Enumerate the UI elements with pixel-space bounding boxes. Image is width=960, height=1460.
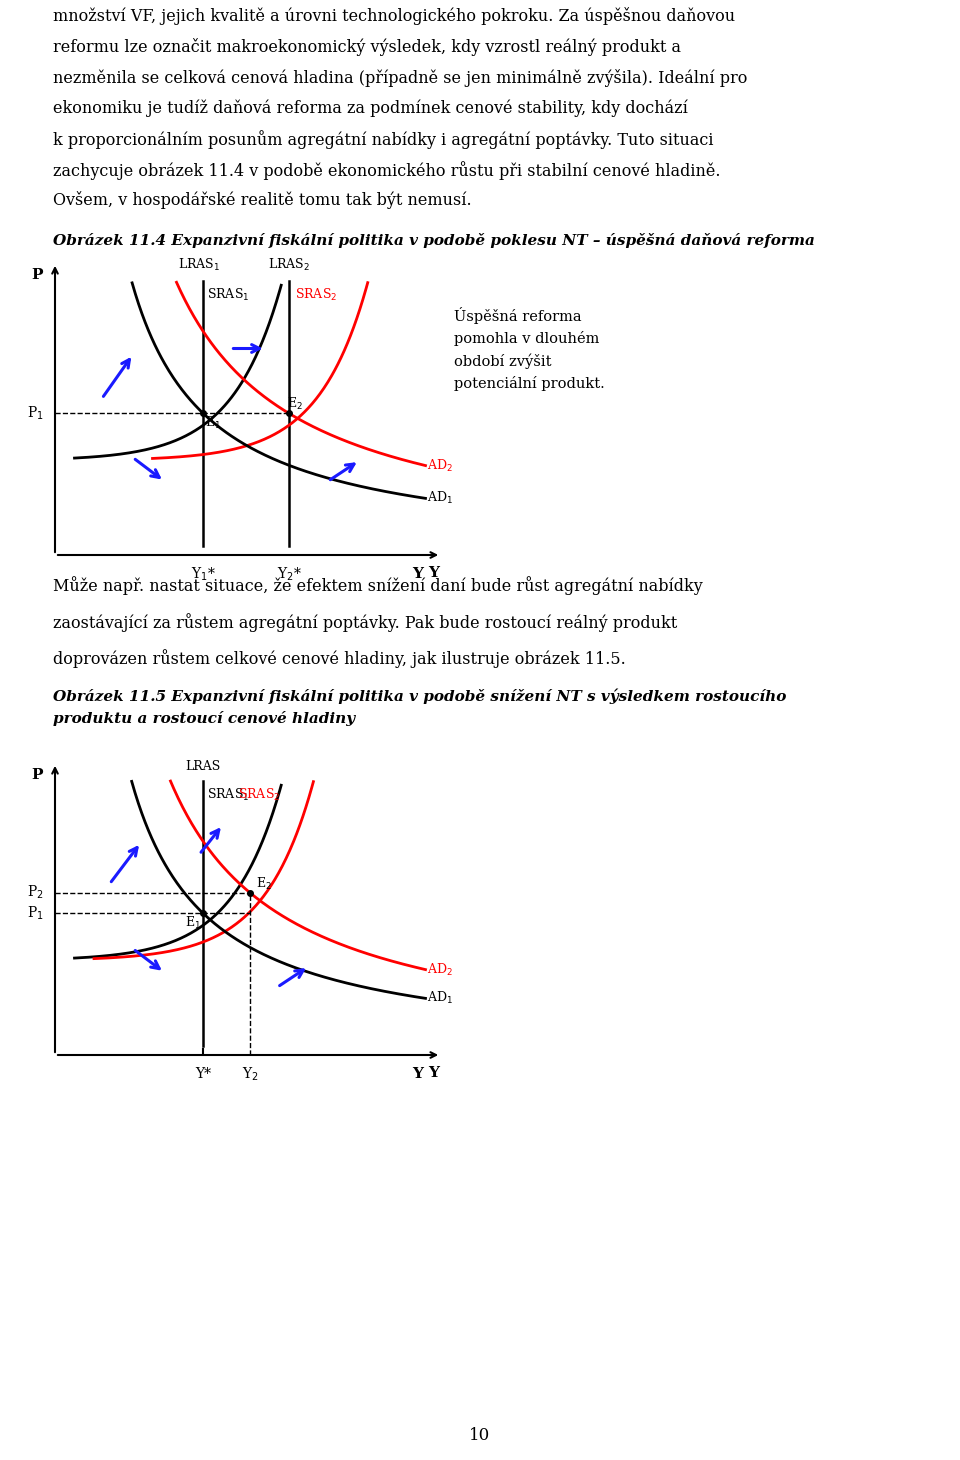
Text: LRAS: LRAS	[185, 761, 221, 774]
Text: Y$_1$*: Y$_1$*	[191, 565, 216, 583]
Text: ekonomiku je tudíž daňová reforma za podmínek cenové stability, kdy dochází: ekonomiku je tudíž daňová reforma za pod…	[53, 99, 687, 117]
Text: reformu lze označit makroekonomický výsledek, kdy vzrostl reálný produkt a: reformu lze označit makroekonomický výsl…	[53, 38, 681, 55]
Text: zachycuje obrázek 11.4 v podobě ekonomického růstu při stabilní cenové hladině.: zachycuje obrázek 11.4 v podobě ekonomic…	[53, 161, 720, 180]
Text: nezměnila se celková cenová hladina (případně se jen minimálně zvýšila). Ideální: nezměnila se celková cenová hladina (pří…	[53, 69, 747, 86]
Text: SRAS$_1$: SRAS$_1$	[207, 286, 250, 302]
Text: P$_1$: P$_1$	[27, 404, 44, 422]
Text: Y: Y	[412, 566, 423, 581]
Text: AD$_1$: AD$_1$	[427, 491, 453, 507]
Text: Y: Y	[428, 565, 439, 580]
Text: AD$_2$: AD$_2$	[427, 457, 453, 473]
Text: Y*: Y*	[195, 1067, 211, 1082]
Text: E$_1$: E$_1$	[205, 415, 221, 431]
Text: Y$_2$: Y$_2$	[242, 1066, 258, 1083]
Text: AD$_2$: AD$_2$	[427, 962, 453, 978]
Text: P$_1$: P$_1$	[27, 905, 44, 923]
Text: doprovázen růstem celkové cenové hladiny, jak ilustruje obrázek 11.5.: doprovázen růstem celkové cenové hladiny…	[53, 650, 626, 669]
Text: SRAS$_2$: SRAS$_2$	[238, 787, 280, 803]
Text: E$_2$: E$_2$	[287, 396, 303, 412]
Text: Obrázek 11.4 Expanzivní fiskální politika v podobě poklesu NT – úspěšná daňová r: Obrázek 11.4 Expanzivní fiskální politik…	[53, 232, 815, 248]
Text: E$_1$: E$_1$	[185, 914, 202, 931]
Text: SRAS$_1$: SRAS$_1$	[207, 787, 250, 803]
Text: AD$_1$: AD$_1$	[427, 990, 453, 1006]
Text: P: P	[32, 267, 43, 282]
Text: Y$_2$*: Y$_2$*	[276, 565, 301, 583]
Text: 10: 10	[469, 1426, 491, 1444]
Text: Y: Y	[412, 1067, 423, 1082]
Text: k proporcionálním posunům agregátní nabídky i agregátní poptávky. Tuto situaci: k proporcionálním posunům agregátní nabí…	[53, 130, 713, 149]
Text: Y: Y	[428, 1066, 439, 1080]
Text: P$_2$: P$_2$	[27, 885, 44, 901]
Text: SRAS$_2$: SRAS$_2$	[295, 286, 337, 302]
Text: Může např. nastat situace, že efektem snížení daní bude růst agregátní nabídky: Může např. nastat situace, že efektem sn…	[53, 577, 703, 596]
Text: Úspěšná reforma
pomohla v dlouhém
období zvýšit
potenciální produkt.: Úspěšná reforma pomohla v dlouhém období…	[454, 307, 605, 391]
Text: Obrázek 11.5 Expanzivní fiskální politika v podobě snížení NT s výsledkem rostou: Obrázek 11.5 Expanzivní fiskální politik…	[53, 689, 786, 726]
Text: LRAS$_1$: LRAS$_1$	[179, 257, 221, 273]
Text: P: P	[32, 768, 43, 781]
Text: Ovšem, v hospodářské realitě tomu tak být nemusí.: Ovšem, v hospodářské realitě tomu tak bý…	[53, 191, 471, 209]
Text: množství VF, jejich kvalitě a úrovni technologického pokroku. Za úspěšnou daňovo: množství VF, jejich kvalitě a úrovni tec…	[53, 7, 735, 25]
Text: zaostávající za růstem agregátní poptávky. Pak bude rostoucí reálný produkt: zaostávající za růstem agregátní poptávk…	[53, 613, 677, 632]
Text: LRAS$_2$: LRAS$_2$	[268, 257, 310, 273]
Text: E$_2$: E$_2$	[256, 876, 272, 892]
